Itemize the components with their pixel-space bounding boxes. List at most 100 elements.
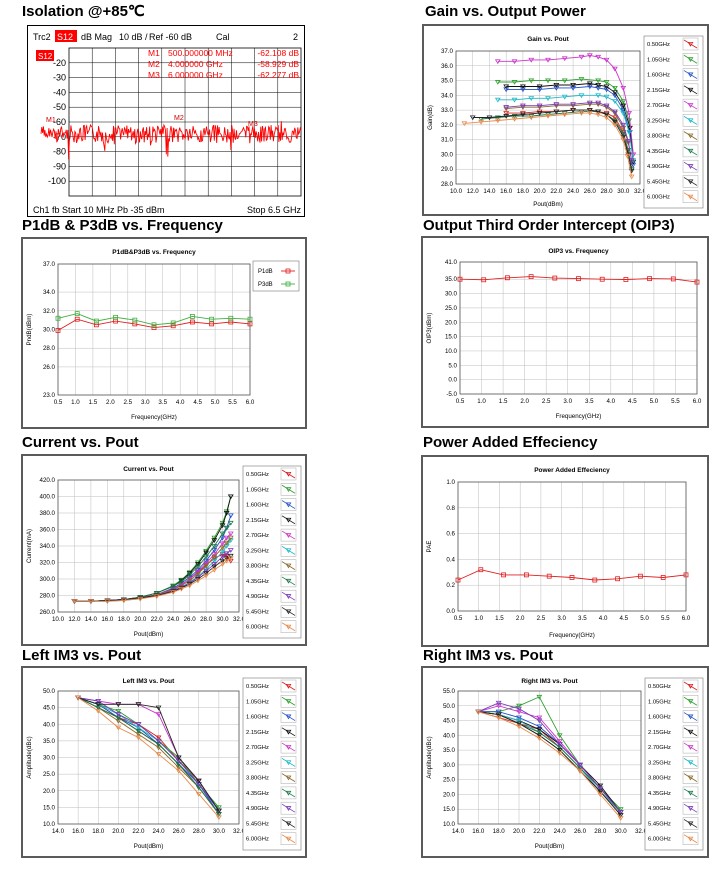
data-point bbox=[586, 100, 593, 106]
data-point bbox=[219, 558, 226, 564]
pae-panel: Power Added Effeciency 0.5 1.0 1.5 2.0 2.5 3.0… bbox=[421, 455, 709, 647]
data-point bbox=[153, 591, 160, 596]
y-tick-label: 400.0 bbox=[40, 494, 56, 501]
data-point bbox=[687, 179, 694, 185]
data-point bbox=[623, 277, 629, 282]
data-point bbox=[115, 725, 122, 731]
data-point bbox=[617, 810, 624, 815]
y-axis-label: Gain(dB) bbox=[427, 105, 434, 130]
gain-section-title: Gain vs. Output Power bbox=[425, 3, 586, 20]
data-point bbox=[478, 567, 484, 573]
marker-freq: 4.000000 GHz bbox=[168, 59, 223, 69]
data-point bbox=[455, 577, 461, 583]
data-point bbox=[620, 122, 627, 128]
legend-line bbox=[683, 100, 698, 110]
data-point bbox=[195, 792, 202, 797]
left-im3-panel: Left IM3 vs. Pout 14.0 16.0 18.0 20.0 22.0 24.… bbox=[21, 666, 307, 858]
data-point bbox=[561, 112, 568, 118]
data-point bbox=[578, 77, 585, 82]
series bbox=[475, 709, 624, 818]
data-point bbox=[595, 82, 602, 88]
data-point bbox=[511, 97, 518, 103]
y-tick-label: 28.0 bbox=[43, 345, 56, 352]
data-point bbox=[227, 548, 234, 553]
legend-label: 4.35GHz bbox=[246, 791, 269, 797]
header-item: 2 bbox=[293, 32, 298, 42]
legend-line bbox=[683, 54, 698, 64]
x-tick-label: 1.5 bbox=[495, 615, 504, 622]
data-point bbox=[285, 729, 292, 735]
data-point bbox=[186, 583, 193, 589]
data-point bbox=[137, 596, 144, 602]
data-point bbox=[223, 535, 230, 541]
legend-label: 3.25GHz bbox=[246, 548, 269, 554]
series bbox=[55, 311, 253, 328]
legend-label: 1.05GHz bbox=[246, 487, 269, 493]
legend-label: 4.90GHz bbox=[246, 594, 269, 600]
y-tick-label: 45.0 bbox=[443, 718, 456, 725]
y-tick-label: 30.0 bbox=[443, 762, 456, 769]
data-point bbox=[186, 572, 193, 578]
data-point bbox=[135, 735, 142, 741]
series-line bbox=[497, 94, 634, 161]
x-tick-label: 28.0 bbox=[601, 188, 614, 195]
data-point bbox=[626, 111, 633, 116]
header-item: 10 dB / bbox=[119, 32, 148, 42]
y-tick-label: 30.0 bbox=[441, 151, 454, 158]
data-point bbox=[519, 84, 526, 90]
data-point bbox=[151, 325, 157, 331]
data-point bbox=[687, 714, 694, 720]
legend-line bbox=[683, 39, 698, 49]
x-tick-label: 1.5 bbox=[89, 399, 98, 406]
data-point bbox=[546, 573, 552, 579]
series-line bbox=[478, 711, 622, 813]
series bbox=[494, 93, 637, 164]
data-point bbox=[503, 114, 510, 119]
data-point bbox=[595, 78, 602, 84]
data-point bbox=[209, 316, 215, 322]
data-point bbox=[219, 531, 226, 537]
y-tick-label: 420.0 bbox=[40, 477, 56, 484]
y-tick-label: 30.0 bbox=[43, 755, 56, 762]
legend-line bbox=[281, 561, 296, 570]
data-point bbox=[215, 808, 222, 814]
y-tick-label: 0.8 bbox=[446, 505, 455, 512]
y-tick-label: 33.0 bbox=[441, 107, 454, 114]
data-point bbox=[189, 319, 195, 325]
x-axis-label: Pout(dBm) bbox=[535, 843, 565, 850]
data-point bbox=[219, 523, 226, 529]
data-point bbox=[223, 558, 230, 564]
x-tick-label: 28.0 bbox=[200, 616, 213, 623]
data-point bbox=[687, 103, 694, 108]
legend-label: 3.80GHz bbox=[648, 776, 671, 782]
data-point bbox=[227, 531, 234, 537]
data-point bbox=[120, 597, 127, 603]
data-point bbox=[536, 730, 543, 736]
legend-label: 6.00GHz bbox=[246, 625, 269, 631]
data-point bbox=[74, 316, 80, 322]
legend-label: 1.05GHz bbox=[246, 699, 269, 705]
data-point bbox=[595, 54, 602, 60]
data-point bbox=[247, 321, 253, 327]
data-point bbox=[95, 708, 102, 714]
y-axis-label: -60 bbox=[53, 117, 66, 127]
series bbox=[75, 695, 222, 817]
data-point bbox=[611, 85, 618, 91]
data-point bbox=[511, 59, 518, 65]
y-tick-label: 26.0 bbox=[43, 364, 56, 371]
legend-label: 0.50GHz bbox=[647, 42, 670, 48]
data-point bbox=[178, 579, 185, 585]
data-point bbox=[611, 109, 618, 115]
data-point bbox=[536, 694, 543, 700]
x-tick-label: 2.0 bbox=[520, 398, 529, 405]
x-tick-label: 3.5 bbox=[578, 615, 587, 622]
legend-line bbox=[683, 742, 698, 752]
data-point bbox=[603, 84, 610, 90]
series-line bbox=[457, 569, 687, 581]
data-point bbox=[625, 139, 632, 144]
legend-line bbox=[281, 696, 296, 706]
data-point bbox=[545, 114, 551, 119]
data-point bbox=[503, 84, 510, 90]
data-point bbox=[71, 599, 78, 605]
data-point bbox=[170, 320, 176, 326]
